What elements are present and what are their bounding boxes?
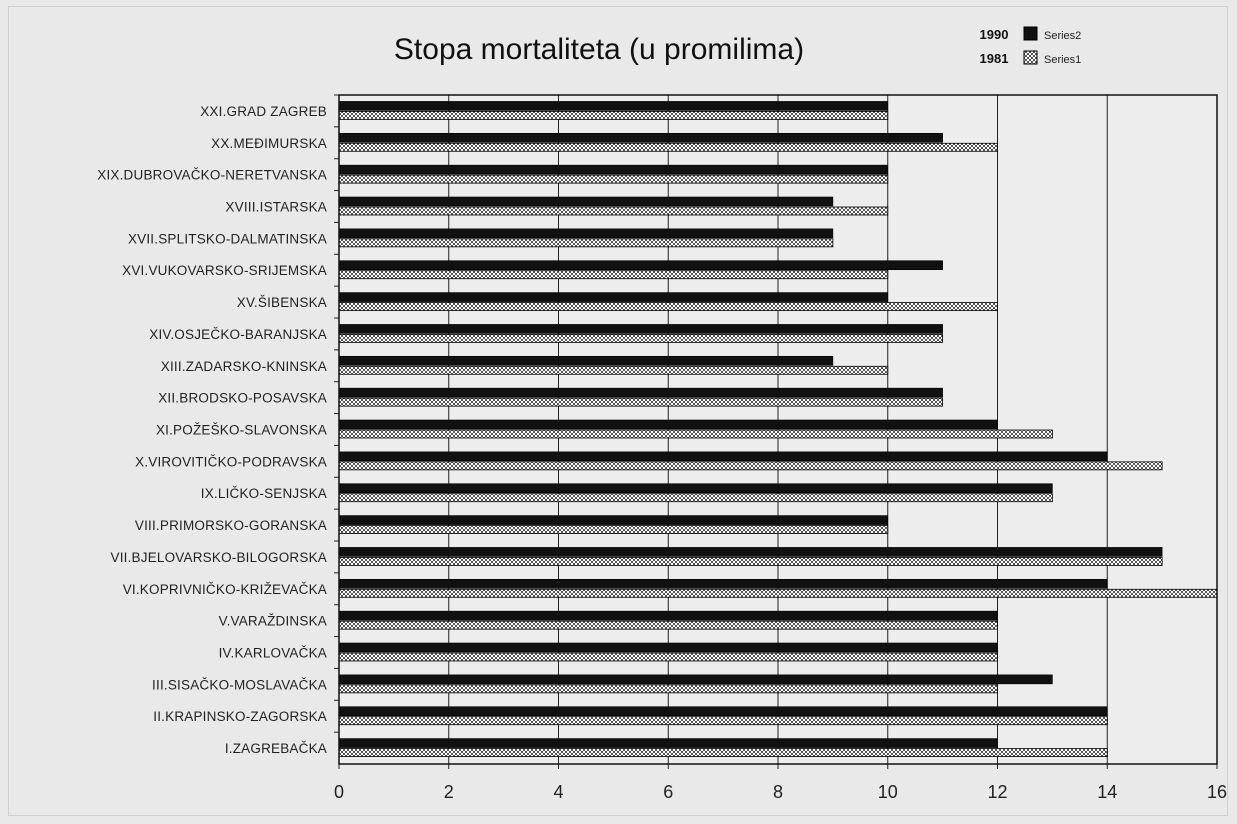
bar-series2 bbox=[338, 387, 943, 398]
x-tick-label: 14 bbox=[1097, 782, 1117, 802]
bar-series1 bbox=[338, 461, 1163, 471]
bar-series2 bbox=[338, 610, 998, 621]
bar-series2 bbox=[338, 642, 998, 653]
legend-series-name: Series2 bbox=[1044, 30, 1081, 42]
category-label: XII.BRODSKO-POSAVSKA bbox=[158, 391, 327, 406]
bar-series1 bbox=[338, 270, 889, 280]
category-label: V.VARAŽDINSKA bbox=[219, 614, 327, 629]
bar-series2 bbox=[338, 483, 1053, 494]
bar-series2 bbox=[338, 515, 889, 525]
plot-border bbox=[338, 94, 1218, 765]
bar-series2 bbox=[338, 196, 834, 207]
bar-series1 bbox=[338, 365, 889, 375]
bar-series1 bbox=[338, 684, 998, 694]
bar-series2 bbox=[338, 674, 1053, 685]
bar-series1 bbox=[338, 238, 834, 248]
chart-svg: Stopa mortaliteta (u promilima) 0 2 4 6 8 10 1… bbox=[97, 26, 1227, 802]
legend-year: 1990 bbox=[980, 27, 1009, 42]
category-label: XV.ŠIBENSKA bbox=[237, 295, 327, 310]
x-tick-label: 4 bbox=[553, 782, 563, 802]
category-label: XI.POŽEŠKO-SLAVONSKA bbox=[156, 423, 327, 438]
bar-series1 bbox=[338, 493, 1053, 503]
bar-series1 bbox=[338, 111, 889, 120]
bar-series1 bbox=[338, 652, 998, 662]
bar-series1 bbox=[338, 302, 998, 311]
legend-swatch bbox=[1023, 26, 1038, 41]
bar-series1 bbox=[338, 748, 1108, 757]
x-tick-label: 2 bbox=[444, 782, 454, 802]
legend-swatch bbox=[1023, 50, 1038, 65]
bar-series1 bbox=[338, 716, 1108, 726]
bar-series2 bbox=[338, 164, 889, 175]
category-label: VIII.PRIMORSKO-GORANSKA bbox=[135, 518, 327, 533]
x-tick-label: 12 bbox=[987, 782, 1007, 802]
bar-series2 bbox=[338, 324, 943, 334]
x-tick-label: 16 bbox=[1207, 782, 1227, 802]
x-tick-label: 6 bbox=[663, 782, 673, 802]
bar-series1 bbox=[338, 174, 889, 184]
category-label: I.ZAGREBAČKA bbox=[225, 741, 327, 756]
bar-series1 bbox=[338, 334, 944, 343]
bar-series2 bbox=[338, 451, 1108, 462]
bar-series2 bbox=[338, 355, 834, 366]
bar-series1 bbox=[338, 588, 1218, 598]
category-label: XIV.OSJEČKO-BARANJSKA bbox=[149, 327, 327, 342]
category-label: XVI.VUKOVARSKO-SRIJEMSKA bbox=[122, 263, 327, 278]
x-tick-label: 10 bbox=[878, 782, 898, 802]
bar-series1 bbox=[338, 397, 944, 407]
bar-series2 bbox=[338, 132, 943, 143]
bar-series1 bbox=[338, 142, 998, 152]
legend-year: 1981 bbox=[980, 51, 1009, 66]
category-label: III.SISAČKO-MOSLAVAČKA bbox=[152, 677, 327, 692]
bar-series2 bbox=[338, 101, 889, 111]
category-label: XVII.SPLITSKO-DALMATINSKA bbox=[128, 231, 327, 246]
legend-series-name: Series1 bbox=[1044, 54, 1081, 66]
category-label: XX.MEĐIMURSKA bbox=[211, 136, 327, 151]
bar-series2 bbox=[338, 578, 1108, 589]
category-label: VII.BJELOVARSKO-BILOGORSKA bbox=[110, 550, 327, 565]
bar-series2 bbox=[338, 738, 998, 748]
category-label: VI.KOPRIVNIČKO-KRIŽEVAČKA bbox=[123, 582, 327, 597]
bar-series1 bbox=[338, 525, 889, 534]
category-label: X.VIROVITIČKO-PODRAVSKA bbox=[135, 454, 327, 469]
chart-title: Stopa mortaliteta (u promilima) bbox=[394, 33, 804, 66]
bar-series1 bbox=[338, 206, 889, 216]
bar-series2 bbox=[338, 547, 1163, 557]
category-label: II.KRAPINSKO-ZAGORSKA bbox=[153, 709, 327, 724]
category-label: XVIII.ISTARSKA bbox=[225, 200, 327, 215]
bar-series1 bbox=[338, 557, 1163, 566]
category-label: XXI.GRAD ZAGREB bbox=[200, 104, 327, 119]
bar-series2 bbox=[338, 419, 998, 430]
plot-area: 0 2 4 6 8 10 12 14 16 XXI.GRAD ZAGREB XX.MEĐIMURSK… bbox=[97, 94, 1227, 802]
category-label: XIX.DUBROVAČKO-NERETVANSKA bbox=[97, 168, 327, 183]
legend: 1990 Series2 1981 Series1 bbox=[980, 26, 1081, 66]
category-label: IV.KARLOVAČKA bbox=[219, 646, 327, 661]
bar-series2 bbox=[338, 706, 1108, 717]
x-tick-label: 8 bbox=[773, 782, 783, 802]
bar-series2 bbox=[338, 228, 834, 239]
category-label: IX.LIČKO-SENJSKA bbox=[201, 486, 327, 501]
bar-series2 bbox=[338, 260, 943, 271]
chart-frame: Stopa mortaliteta (u promilima) 0 2 4 6 8 10 1… bbox=[8, 6, 1228, 816]
category-label: XIII.ZADARSKO-KNINSKA bbox=[161, 359, 327, 374]
bar-series1 bbox=[338, 429, 1053, 439]
x-tick-label: 0 bbox=[334, 782, 344, 802]
bar-series2 bbox=[338, 292, 889, 302]
bar-series1 bbox=[338, 620, 998, 630]
